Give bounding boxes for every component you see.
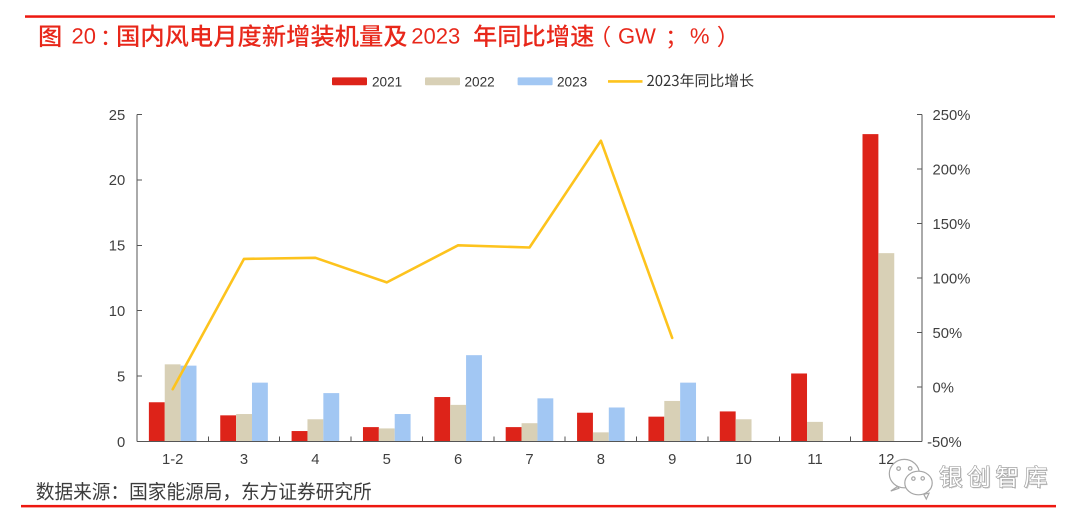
- svg-text:-50%: -50%: [927, 435, 962, 451]
- svg-text:6: 6: [454, 452, 462, 468]
- svg-text:1-2: 1-2: [162, 452, 183, 468]
- svg-text:100%: 100%: [933, 271, 971, 287]
- svg-text:9: 9: [668, 452, 676, 468]
- svg-text:0: 0: [117, 435, 125, 451]
- svg-text:10: 10: [109, 304, 125, 320]
- svg-text:3: 3: [240, 452, 248, 468]
- svg-text:7: 7: [525, 452, 533, 468]
- svg-text:10: 10: [735, 452, 751, 468]
- svg-text:8: 8: [597, 452, 605, 468]
- svg-text:2022: 2022: [465, 75, 495, 90]
- svg-text:150%: 150%: [933, 217, 971, 233]
- svg-text:15: 15: [109, 239, 125, 255]
- svg-text:0%: 0%: [933, 380, 954, 396]
- svg-text:2023: 2023: [557, 75, 587, 90]
- svg-text:4: 4: [311, 452, 319, 468]
- svg-text:11: 11: [807, 452, 822, 468]
- svg-text:5: 5: [117, 369, 125, 385]
- svg-text:200%: 200%: [933, 162, 971, 178]
- svg-text:250%: 250%: [933, 108, 971, 124]
- svg-text:5: 5: [383, 452, 391, 468]
- svg-text:2021: 2021: [372, 75, 402, 90]
- svg-text:25: 25: [109, 108, 125, 124]
- svg-text:50%: 50%: [933, 326, 963, 342]
- svg-text:12: 12: [878, 452, 894, 468]
- svg-text:20: 20: [109, 173, 125, 189]
